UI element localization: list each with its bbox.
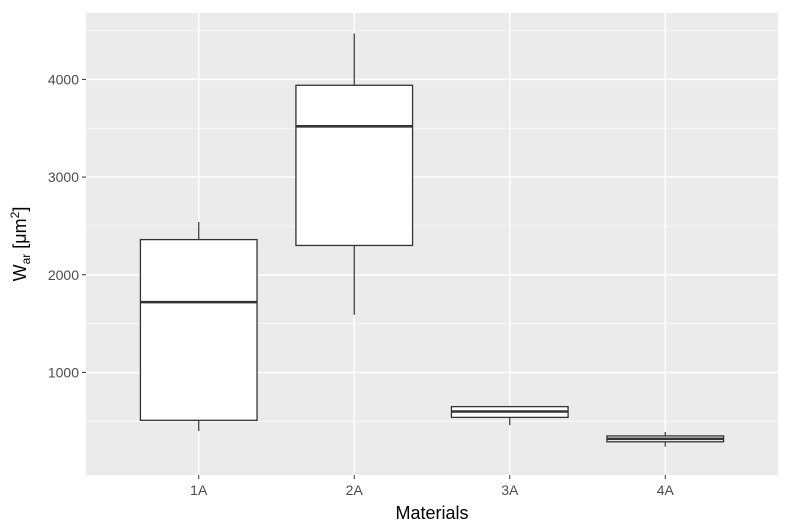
y-axis-title: War [μm2]	[8, 207, 33, 282]
x-tick-label: 3A	[501, 482, 519, 498]
x-tick-label: 2A	[346, 482, 364, 498]
y-axis-title-superscript: 2	[8, 211, 22, 218]
x-tick-label: 4A	[657, 482, 675, 498]
y-axis-title-subscript: ar	[19, 254, 33, 265]
box-iqr	[295, 84, 414, 247]
box-2A	[295, 33, 414, 315]
y-axis-title-unit: [μm	[10, 218, 30, 253]
x-axis: 1A 2A 3A 4A	[190, 475, 674, 498]
y-tick-label: 1000	[48, 364, 79, 380]
y-axis: 1000 2000 3000 4000	[48, 71, 86, 380]
x-axis-title: Materials	[395, 503, 468, 523]
x-tick-label: 1A	[190, 482, 208, 498]
box-3A	[450, 405, 569, 426]
box-4A	[606, 432, 725, 447]
y-tick-label: 3000	[48, 169, 79, 185]
boxes	[139, 33, 725, 447]
y-tick-label: 4000	[48, 71, 79, 87]
y-axis-title-bracket: ]	[10, 207, 30, 212]
y-axis-title-base: W	[10, 264, 30, 281]
y-tick-label: 2000	[48, 267, 79, 283]
box-iqr	[139, 238, 258, 421]
box-1A	[139, 222, 258, 432]
